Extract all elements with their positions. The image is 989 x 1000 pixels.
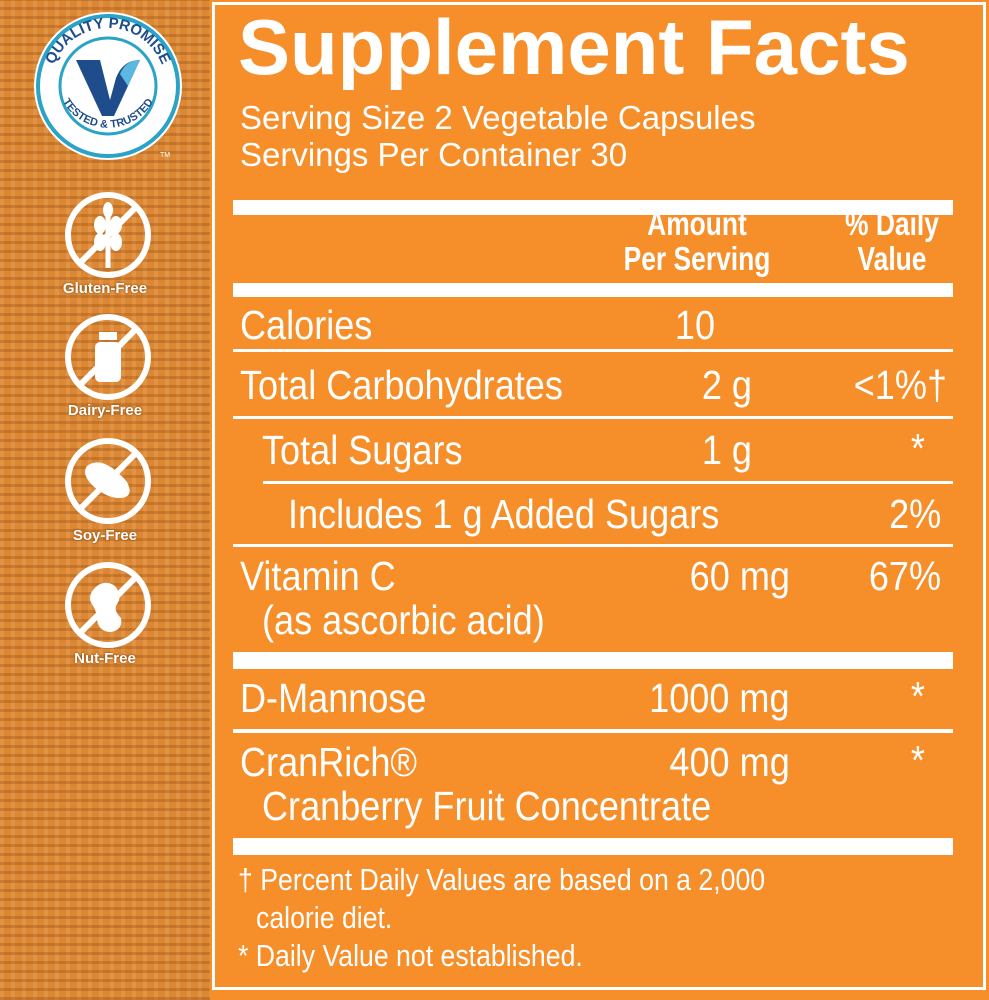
textured-side-strip [0, 0, 210, 1000]
nutrient-subname: Cranberry Fruit Concentrate [262, 783, 712, 829]
nutrient-name: Includes 1 g Added Sugars [288, 491, 720, 537]
servings-per-container: Servings Per Container 30 [240, 136, 628, 173]
nutrient-dv: 2% [888, 491, 941, 537]
serving-size: Serving Size 2 Vegetable Capsules [240, 99, 756, 136]
nutrient-name: CranRich® [240, 739, 417, 785]
nutrient-name: D-Mannose [240, 675, 427, 721]
header-per-serving: Per Serving [623, 240, 771, 277]
wheat-icon [65, 192, 151, 278]
divider-thick [233, 652, 953, 669]
nutrient-amount: 2 g [701, 362, 752, 408]
nutrient-dv: 67% [868, 553, 941, 599]
divider-thick [233, 200, 953, 215]
divider-thick [233, 838, 953, 855]
footnote-asterisk: * Daily Value not established. [238, 938, 583, 973]
header-daily: % Daily [845, 205, 939, 242]
nutrient-dv: * [910, 673, 925, 719]
nutrient-name: Total Carbohydrates [240, 362, 563, 408]
divider-thin [233, 544, 953, 547]
milk-bottle-icon [65, 314, 151, 400]
footnote-dagger-cont: calorie diet. [256, 900, 393, 935]
supplement-facts-panel [210, 0, 989, 1000]
divider-thin [233, 349, 953, 352]
nutrient-dv: * [910, 737, 925, 783]
soybean-icon [65, 438, 151, 524]
nutrient-name: Vitamin C [240, 553, 396, 599]
nutrient-amount: 1 g [701, 427, 752, 473]
amount-per-serving-header: Amount Per Serving [617, 206, 777, 276]
nutrient-dv: <1%† [853, 362, 947, 408]
footnote-dagger: † Percent Daily Values are based on a 2,… [238, 862, 766, 897]
quality-promise-badge: QUALITY PROMISE TESTED & TRUSTED [34, 12, 182, 160]
facts-border [212, 2, 986, 990]
gluten-free-label: Gluten-Free [62, 280, 148, 297]
header-amount: Amount [647, 205, 747, 242]
daily-value-header: % Daily Value [828, 206, 956, 276]
nutrient-name: Total Sugars [262, 427, 463, 473]
nutrient-amount: 60 mg [689, 553, 790, 599]
trademark: TM [160, 152, 171, 159]
nutrient-dv: * [910, 425, 925, 471]
divider-thick [233, 283, 953, 297]
divider-thin [263, 481, 953, 484]
peanut-icon [65, 562, 151, 648]
nutrient-name: Calories [240, 302, 373, 348]
nutrient-amount: 1000 mg [649, 675, 790, 721]
nutrient-amount: 400 mg [669, 739, 790, 785]
facts-title: Supplement Facts [238, 3, 910, 91]
header-value: Value [857, 240, 927, 277]
divider-thin [233, 729, 953, 733]
nutrient-amount: 10 [674, 302, 716, 348]
soy-free-label: Soy-Free [72, 527, 138, 544]
nut-free-label: Nut-Free [74, 650, 136, 667]
nutrient-subname: (as ascorbic acid) [262, 597, 545, 643]
dairy-free-label: Dairy-Free [67, 402, 143, 419]
divider-thin [233, 416, 953, 419]
